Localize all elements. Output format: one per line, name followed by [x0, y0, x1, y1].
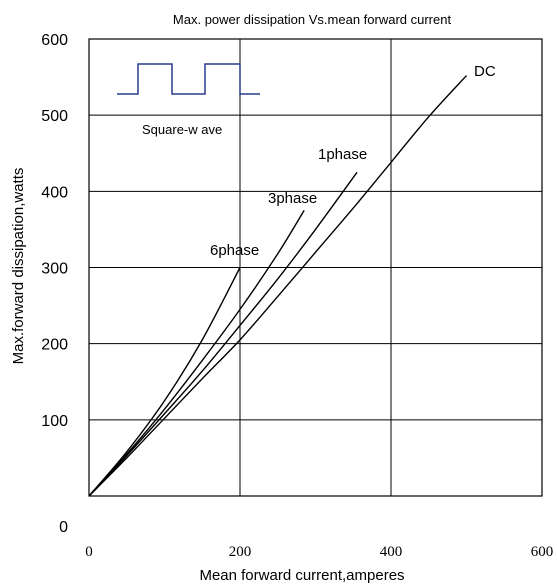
y-axis-tick-labels: 0 100 200 300 400 500 600	[41, 32, 68, 536]
series-label-6phase: 6phase	[210, 242, 259, 259]
series-label-dc: DC	[474, 63, 496, 80]
square-wave-inset: Square-w ave	[117, 63, 260, 137]
y-tick-label: 500	[41, 108, 68, 125]
x-axis-label: Mean forward current,amperes	[199, 567, 404, 584]
series-labels: 6phase 3phase 1phase DC	[210, 63, 496, 259]
series-label-1phase: 1phase	[318, 146, 367, 163]
series-line-6phase	[88, 267, 241, 497]
square-wave-icon	[117, 63, 260, 95]
y-axis-label: Max.forward dissipation,watts	[10, 168, 27, 365]
x-tick-label: 0	[85, 544, 93, 560]
series-line-3phase	[88, 210, 305, 497]
y-tick-label: 600	[41, 32, 68, 49]
chart-title: Max. power dissipation Vs.mean forward c…	[173, 12, 452, 27]
series-line-dc	[88, 75, 468, 497]
y-tick-label: 0	[59, 519, 68, 536]
y-tick-label: 300	[41, 261, 68, 278]
x-tick-label: 200	[229, 544, 252, 560]
y-tick-label: 400	[41, 184, 68, 201]
y-tick-label: 200	[41, 337, 68, 354]
series-label-3phase: 3phase	[268, 190, 317, 207]
inset-label: Square-w ave	[142, 122, 222, 137]
series-lines	[88, 75, 468, 497]
gridlines	[89, 39, 542, 496]
y-tick-label: 100	[41, 413, 68, 430]
series-line-1phase	[88, 171, 358, 497]
x-tick-label: 400	[380, 544, 403, 560]
x-tick-label: 600	[531, 544, 554, 560]
x-axis-tick-labels: 0 200 400 600	[85, 544, 553, 560]
